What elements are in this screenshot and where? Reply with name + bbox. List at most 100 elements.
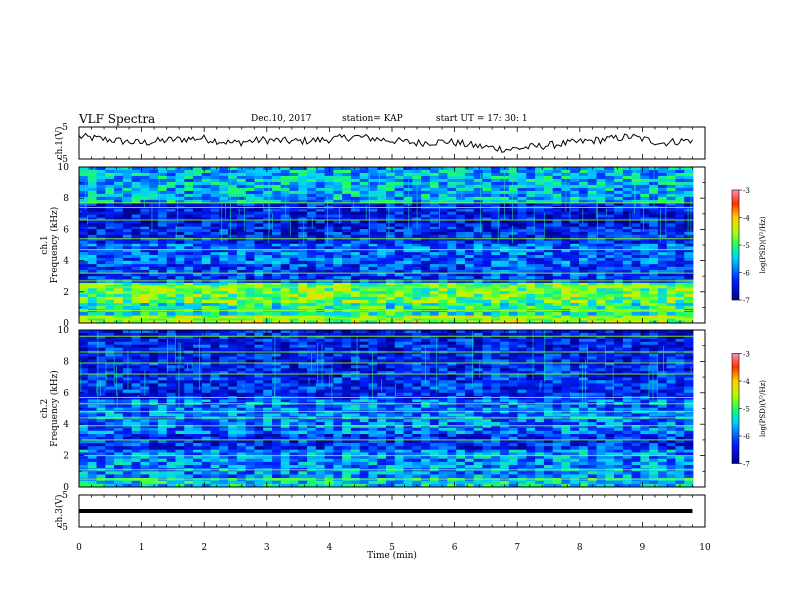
spectrogram-cell [464, 167, 475, 171]
spectrogram-cell [394, 317, 404, 321]
spectrogram-cell [289, 202, 299, 207]
spectrogram-cell [464, 190, 475, 195]
spectrogram-cell [201, 294, 211, 298]
spectrogram-cell [473, 172, 483, 177]
spectrogram-cell [210, 199, 220, 204]
spectrogram-cell [175, 202, 185, 207]
spectrogram-cell [166, 184, 176, 189]
spectrogram-cell [131, 226, 141, 230]
spectrogram-cell [403, 273, 413, 277]
spectrogram-cell [105, 220, 115, 224]
spectrogram-cell [175, 282, 185, 286]
spectrogram-cell [447, 273, 457, 277]
spectrogram-cell [280, 273, 290, 277]
spectrogram-cell [79, 276, 89, 280]
spectrogram-cell [368, 471, 378, 475]
spectrogram-cell [79, 243, 89, 247]
spectrogram-cell [456, 196, 466, 201]
spectrogram-cell [280, 263, 290, 268]
spectrogram-cell [508, 483, 518, 488]
spectrogram-cell [666, 305, 676, 310]
spectrogram-cell [657, 211, 668, 215]
spectrogram-cell [570, 305, 580, 310]
spectrogram-cell [193, 299, 203, 304]
spectrogram-cell [298, 269, 308, 274]
spectrogram-cell [552, 302, 562, 307]
spectrogram-cell [96, 302, 106, 307]
spectrogram-cell [447, 474, 457, 478]
spectrogram-cell [271, 240, 282, 244]
spectrogram-cell [298, 263, 308, 268]
spectrogram-cell [570, 291, 580, 295]
spectrogram-cell [587, 266, 597, 271]
spectrogram-cell [605, 433, 615, 438]
spectrogram-cell [500, 299, 510, 304]
spectrogram-cell [456, 315, 466, 319]
spectrogram-cell [333, 252, 343, 256]
spectrogram-cell [421, 317, 431, 321]
spectrogram-cell [447, 208, 457, 213]
spectrogram-cell [561, 461, 571, 466]
spectrogram-cell [315, 255, 325, 259]
spectrogram-cell [561, 312, 571, 316]
spectrogram-cell [254, 312, 264, 316]
spectrogram-cell [263, 436, 273, 441]
spectrogram-cell [210, 452, 220, 456]
spectrogram-cell [631, 317, 641, 321]
spectrogram-cell [508, 296, 518, 301]
spectrogram-cell [324, 240, 334, 244]
spectrogram-cell [140, 232, 150, 236]
spectrogram-cell [640, 449, 650, 453]
spectrogram-cell [228, 305, 238, 310]
spectrogram-cell [271, 178, 282, 183]
spectrogram-cell [201, 320, 211, 324]
spectrogram-cell [640, 291, 650, 295]
spectrogram-cell [333, 172, 343, 177]
spectrogram-cell [482, 252, 492, 256]
spectrogram-cell [157, 480, 168, 485]
spectrogram-cell [578, 260, 589, 265]
spectrogram-cell [254, 317, 264, 321]
spectrogram-cell [631, 294, 641, 298]
spectrogram-cell [263, 181, 273, 186]
spectrogram-cell [122, 263, 133, 268]
spectrogram-cell [543, 276, 554, 280]
spectrogram-cell [219, 266, 229, 271]
spectrogram-cell [438, 202, 448, 207]
spectrogram-cell [263, 455, 273, 460]
spectrogram-cell [105, 291, 115, 295]
spectrogram-cell [578, 299, 589, 304]
spectrogram-cell [596, 455, 606, 460]
spectrogram-cell [149, 252, 159, 256]
spectrogram-cell [122, 474, 133, 478]
spectrogram-cell [315, 196, 325, 201]
spectrogram-cell [386, 317, 396, 321]
spectrogram-cell [228, 465, 238, 469]
spectrogram-cell [675, 193, 685, 198]
spectrogram-cell [596, 223, 606, 227]
spectrogram-cell [578, 465, 589, 469]
spectrogram-cell [166, 214, 176, 218]
spectrogram-cell [271, 452, 282, 456]
spectrogram-cell [587, 465, 597, 469]
spectrogram-cell [350, 266, 361, 271]
spectrogram-cell [298, 169, 308, 174]
spectrogram-cell [438, 181, 448, 186]
spectrogram-cell [412, 263, 422, 268]
spectrogram-cell [464, 263, 475, 268]
spectrogram-cell [324, 305, 334, 310]
spectrogram-cell [193, 187, 203, 192]
spectrogram-cell [122, 305, 133, 310]
spectrogram-cell [271, 226, 282, 230]
spectrogram-cell [657, 263, 668, 268]
spectrogram-cell [140, 449, 150, 453]
spectrogram-cell [526, 276, 536, 280]
spectrogram-cell [245, 483, 255, 488]
spectrogram-cell [184, 193, 194, 198]
spectrogram-cell [631, 175, 641, 180]
spectrogram-cell [368, 305, 378, 310]
spectrogram-cell [184, 276, 194, 280]
spectrogram-cell [473, 282, 483, 286]
spectrogram-cell [254, 193, 264, 198]
spectrogram-cell [315, 480, 325, 485]
